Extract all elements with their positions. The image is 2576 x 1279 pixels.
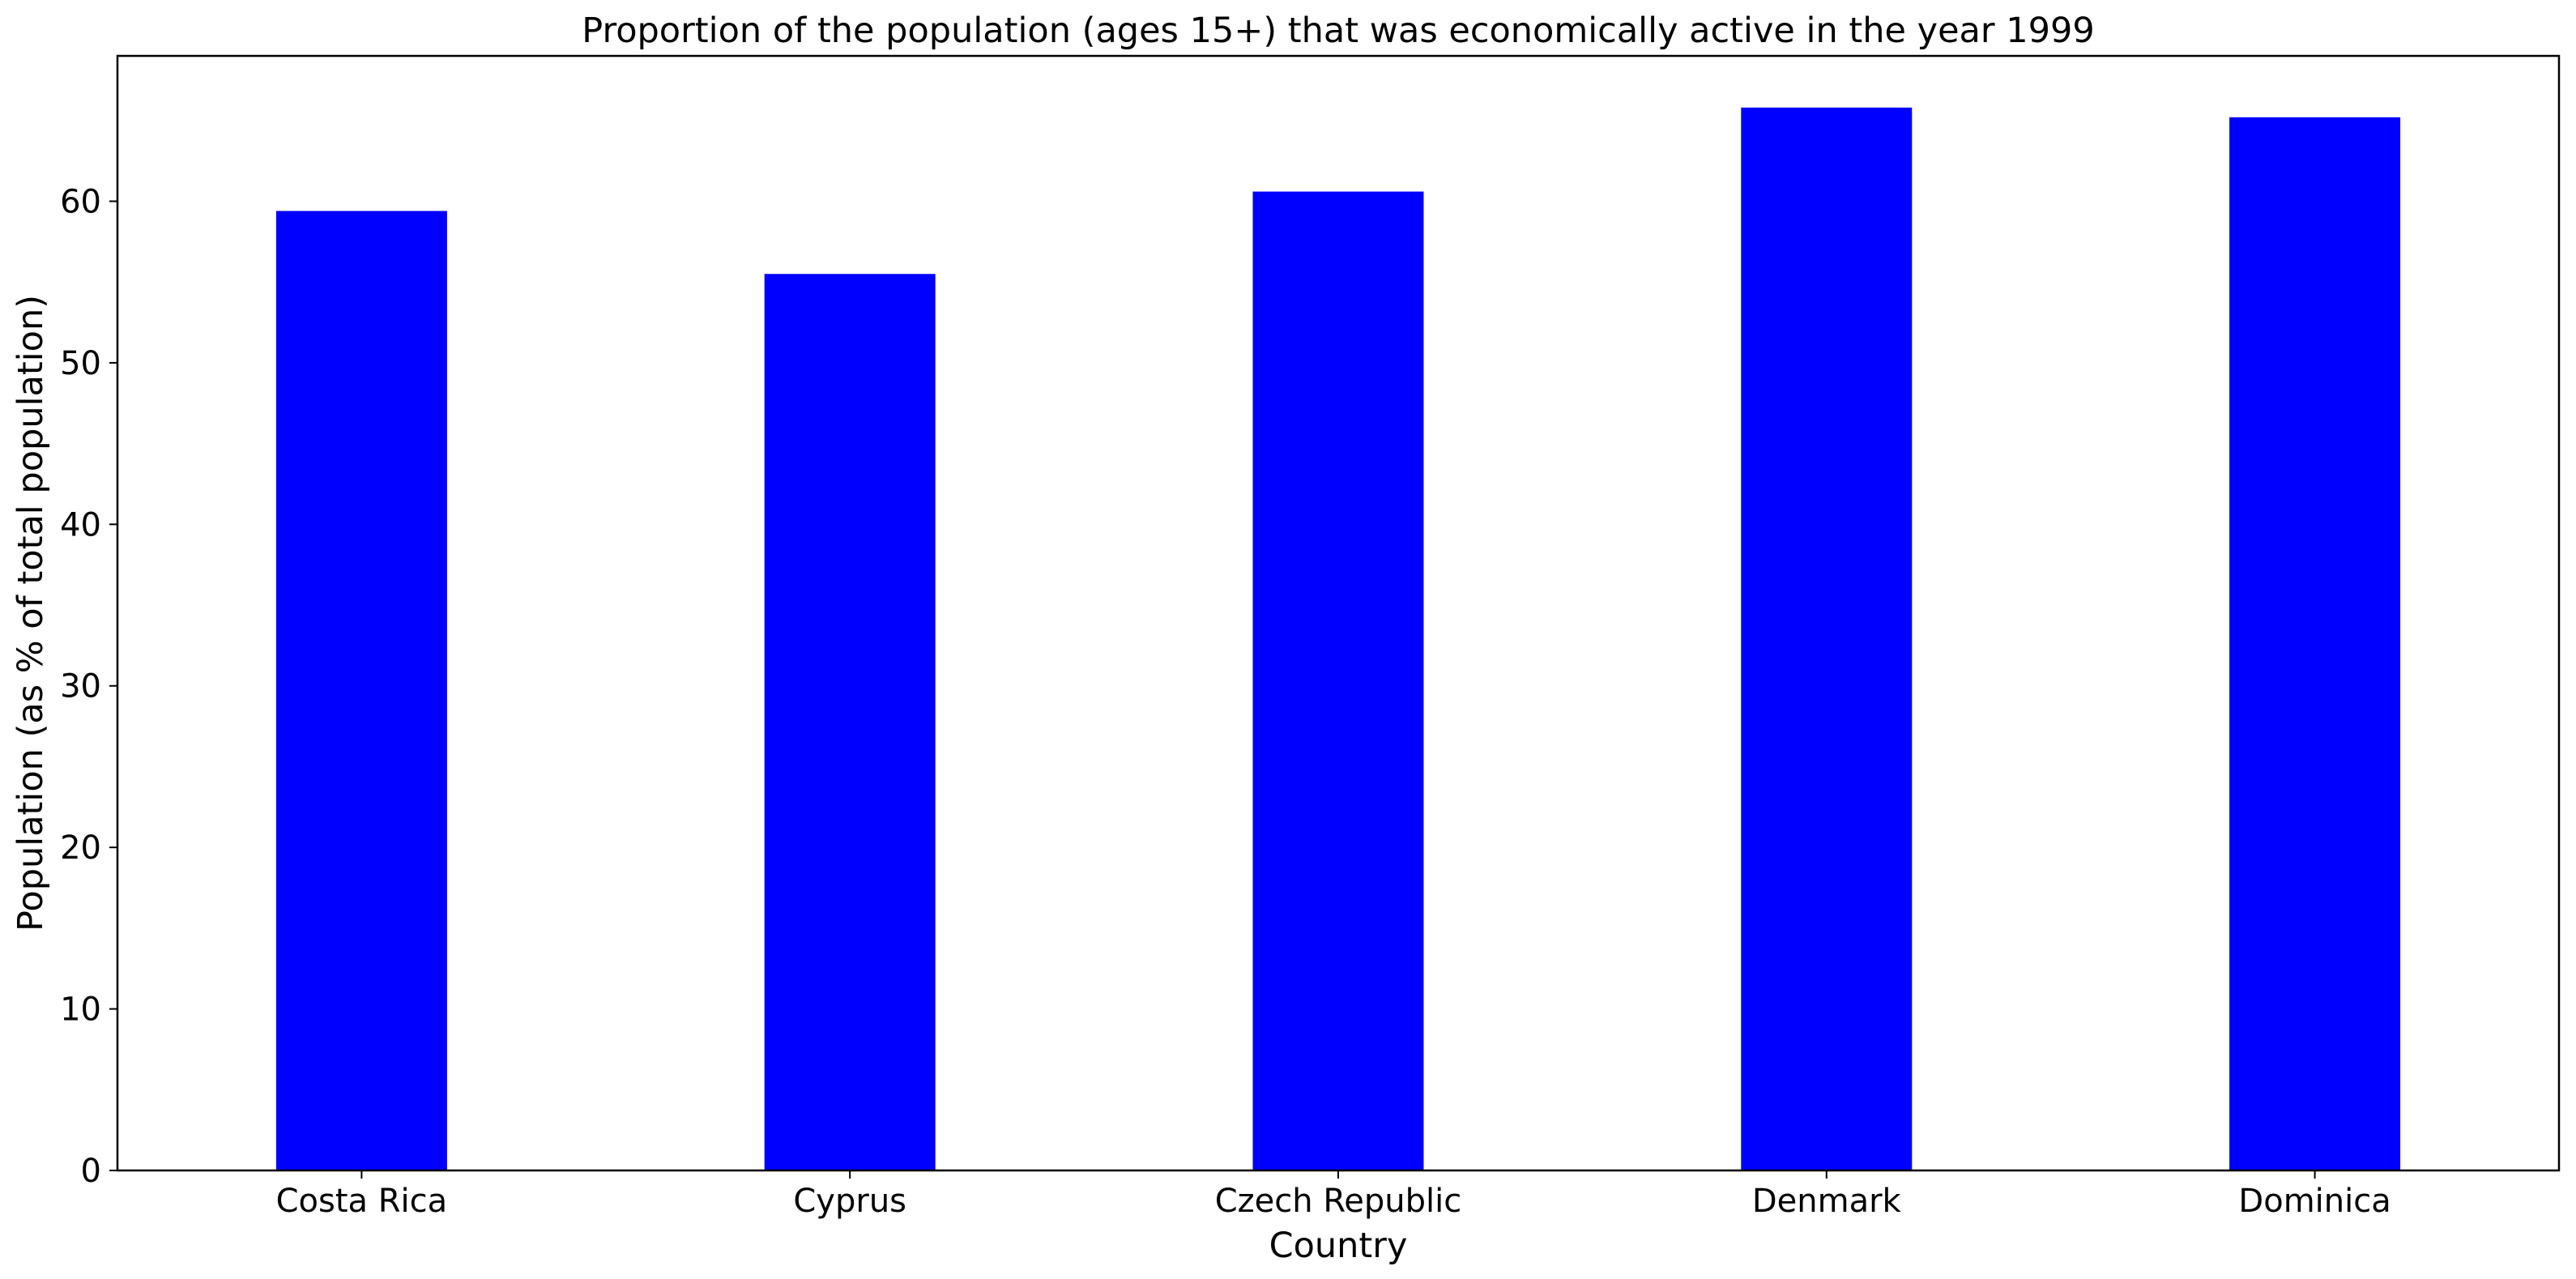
x-axis: Costa Rica Cyprus Czech Republic Denmark Dom… bbox=[276, 1170, 2391, 1220]
y-tick-label: 50 bbox=[60, 345, 101, 382]
chart-title: Proportion of the population (ages 15+) … bbox=[582, 11, 2094, 51]
y-tick-label: 0 bbox=[81, 1153, 101, 1190]
y-axis-label: Population (as % of total population) bbox=[11, 295, 51, 932]
bar-czech-republic bbox=[1252, 191, 1424, 1170]
x-tick-label: Cyprus bbox=[793, 1183, 906, 1220]
bar-denmark bbox=[1741, 107, 1913, 1171]
y-tick-label: 40 bbox=[60, 506, 101, 544]
x-tick-label: Czech Republic bbox=[1215, 1183, 1462, 1220]
y-tick-label: 30 bbox=[60, 668, 101, 706]
x-tick-label: Dominica bbox=[2238, 1183, 2390, 1220]
y-tick-label: 60 bbox=[60, 183, 101, 220]
x-axis-label: Country bbox=[1269, 1226, 1408, 1266]
bars-group bbox=[275, 107, 2401, 1171]
y-tick-label: 10 bbox=[60, 991, 101, 1029]
bar-cyprus bbox=[764, 274, 936, 1170]
x-tick-label: Costa Rica bbox=[276, 1183, 448, 1220]
y-axis: 0 10 20 30 40 50 60 bbox=[60, 183, 117, 1190]
bar-costa-rica bbox=[275, 211, 447, 1170]
y-tick-label: 20 bbox=[60, 829, 101, 867]
x-tick-label: Denmark bbox=[1752, 1183, 1902, 1220]
bar-dominica bbox=[2229, 117, 2401, 1171]
